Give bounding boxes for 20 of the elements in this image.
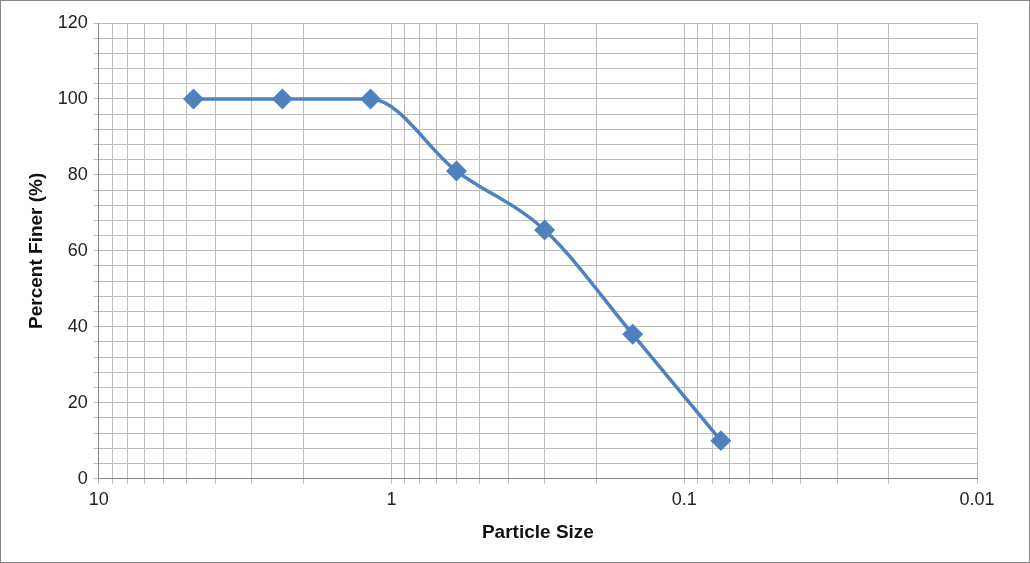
x-tick-label: 0.1 xyxy=(671,489,697,510)
point xyxy=(446,161,467,181)
y-tick-label: 40 xyxy=(67,315,88,336)
x-tick-label: 1 xyxy=(386,489,397,510)
point xyxy=(622,324,643,345)
y-tick-label: 0 xyxy=(77,467,88,488)
y-axis-title: Percent Finer (%) xyxy=(24,172,46,329)
y-tick-label: 20 xyxy=(67,391,88,412)
y-tick-label: 60 xyxy=(67,239,88,260)
point xyxy=(272,89,293,109)
point xyxy=(534,220,555,240)
point xyxy=(360,89,381,109)
y-tick-label: 80 xyxy=(67,163,88,184)
point xyxy=(711,430,731,451)
x-tick-label: 0.01 xyxy=(959,489,995,510)
x-axis-title: Particle Size xyxy=(481,520,594,542)
y-tick-label: 120 xyxy=(57,11,88,32)
x-tick-label: 10 xyxy=(88,489,109,510)
y-tick-label: 100 xyxy=(57,87,88,108)
point xyxy=(183,89,204,109)
